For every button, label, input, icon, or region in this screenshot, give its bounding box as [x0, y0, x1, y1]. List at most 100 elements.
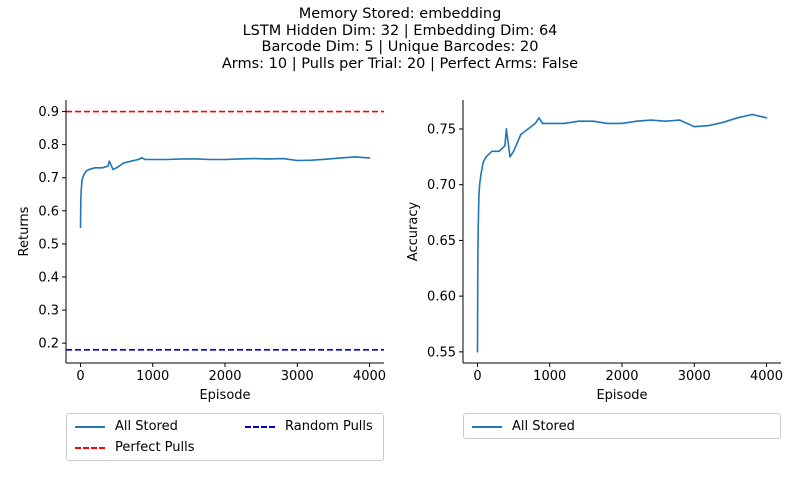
legend-entry-all-stored: All Stored [472, 419, 575, 434]
data-point [339, 157, 342, 159]
x-axis-label: Episode [596, 388, 647, 403]
y-tick-label: 0.6 [38, 204, 59, 219]
data-point [548, 122, 551, 125]
data-point [606, 122, 609, 125]
data-point [478, 195, 480, 197]
legend-swatch [472, 425, 502, 428]
x-tick-label: 0 [76, 369, 84, 384]
title-line: Arms: 10 | Pulls per Trial: 20 | Perfect… [221, 55, 579, 72]
y-tick-label: 0.2 [38, 337, 59, 352]
accuracy-legend: All Stored [463, 413, 781, 439]
data-point [267, 158, 270, 160]
data-point [108, 160, 111, 163]
data-point [736, 117, 739, 119]
data-point [130, 160, 132, 163]
y-axis-label: Accuracy [406, 202, 421, 262]
y-axis-label: Returns [17, 206, 32, 256]
data-point [368, 157, 371, 159]
data-point [107, 165, 109, 167]
data-point [151, 158, 154, 161]
data-point [512, 150, 515, 153]
data-point [144, 158, 147, 161]
data-point [477, 261, 479, 264]
x-tick-label: 0 [473, 369, 481, 384]
data-point [679, 119, 681, 121]
data-point [751, 113, 753, 116]
x-tick-label: 4000 [353, 369, 386, 384]
legend-label: All Stored [512, 419, 575, 434]
data-point [180, 158, 183, 160]
data-point [478, 183, 481, 186]
data-point [722, 121, 724, 124]
data-point [81, 176, 84, 179]
data-point [137, 158, 140, 161]
data-point [88, 168, 90, 171]
data-point [527, 128, 529, 130]
data-point [485, 156, 487, 158]
data-point [635, 120, 638, 122]
x-tick-label: 1000 [533, 369, 566, 384]
data-point [79, 226, 82, 229]
data-point [592, 120, 594, 122]
data-point [83, 173, 85, 176]
data-point [664, 120, 667, 122]
data-point [141, 157, 143, 159]
legend-label: Random Pulls [285, 419, 373, 434]
data-point [195, 158, 197, 160]
legend-swatch [245, 425, 275, 428]
data-point [224, 158, 226, 161]
data-point [509, 156, 511, 158]
data-point [534, 122, 537, 125]
y-tick-label: 0.7 [38, 171, 59, 186]
data-point [85, 170, 88, 172]
legend-swatch [75, 446, 105, 449]
data-point [498, 150, 500, 153]
data-point [166, 158, 168, 161]
data-point [81, 180, 83, 182]
y-tick-label: 0.55 [427, 345, 456, 360]
data-point [621, 122, 623, 125]
data-point [80, 190, 82, 192]
y-tick-label: 0.5 [38, 237, 59, 252]
y-tick-label: 0.8 [38, 138, 59, 153]
data-point [123, 162, 125, 164]
data-point [310, 159, 313, 162]
data-point [505, 128, 508, 130]
data-point [577, 120, 580, 122]
legend-label: All Stored [115, 419, 178, 434]
x-axis-label: Episode [199, 388, 250, 403]
data-point [110, 163, 112, 166]
data-point [253, 157, 255, 160]
data-point [94, 167, 96, 169]
y-tick-label: 0.3 [38, 304, 59, 319]
data-point [507, 139, 509, 141]
title-line: LSTM Hidden Dim: 32 | Embedding Dim: 64 [242, 22, 558, 39]
data-point [480, 172, 482, 175]
legend-entry-perfect-pulls: Perfect Pulls [75, 440, 195, 455]
data-point [482, 161, 485, 164]
data-point [491, 150, 493, 153]
data-point [354, 156, 356, 158]
legend-entry-all-stored: All Stored [75, 419, 178, 434]
data-point [541, 122, 544, 125]
data-point [538, 117, 540, 119]
y-tick-label: 0.9 [38, 105, 59, 120]
y-tick-label: 0.70 [427, 178, 456, 193]
returns-legend: All Stored Random Pulls Perfect Pulls [66, 413, 384, 461]
data-point [209, 158, 212, 161]
y-tick-label: 0.60 [427, 290, 456, 305]
legend-swatch [75, 425, 105, 428]
data-point [765, 117, 768, 119]
data-point [707, 124, 710, 127]
data-point [296, 159, 299, 162]
title-line: Barcode Dim: 5 | Unique Barcodes: 20 [261, 39, 539, 56]
figure-title: Memory Stored: embedding LSTM Hidden Dim… [0, 6, 800, 72]
data-point [504, 144, 506, 147]
x-tick-label: 1000 [136, 369, 169, 384]
data-point [693, 125, 696, 128]
x-tick-label: 4000 [750, 369, 783, 384]
data-point [115, 167, 118, 169]
x-tick-label: 2000 [605, 369, 638, 384]
data-point [477, 228, 479, 231]
